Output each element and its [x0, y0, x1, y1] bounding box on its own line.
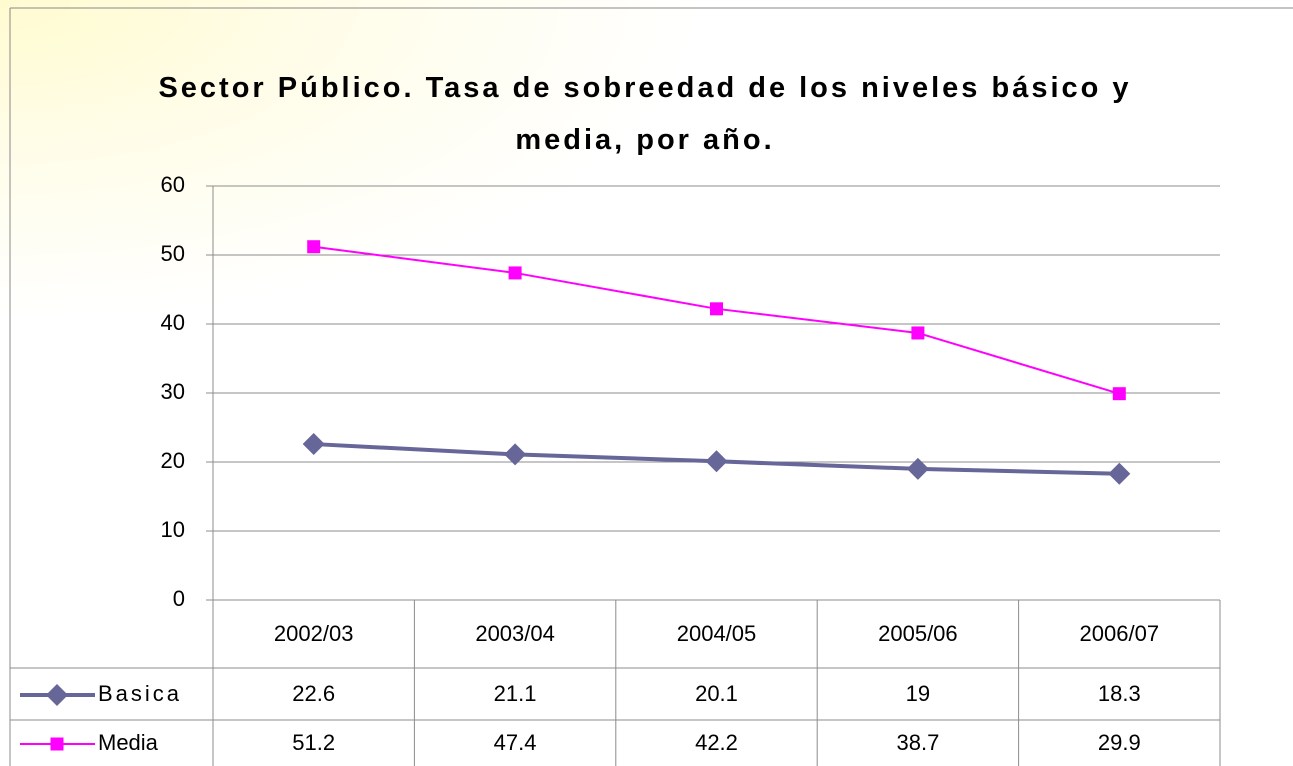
- data-point: [1112, 387, 1126, 401]
- table-value: 21.1: [494, 681, 537, 706]
- legend-marker: [46, 684, 68, 706]
- table-value: 47.4: [494, 730, 537, 755]
- x-tick-label: 2002/03: [274, 621, 354, 646]
- table-value: 38.7: [896, 730, 939, 755]
- data-point: [302, 433, 325, 456]
- table-value: 42.2: [695, 730, 738, 755]
- x-tick-label: 2003/04: [475, 621, 555, 646]
- table-value: 20.1: [695, 681, 738, 706]
- y-tick-label: 60: [161, 172, 185, 197]
- y-tick-label: 50: [161, 241, 185, 266]
- legend-label: Basica: [98, 681, 182, 706]
- data-point: [705, 450, 728, 473]
- table-value: 22.6: [292, 681, 335, 706]
- y-tick-label: 20: [161, 448, 185, 473]
- series-line: [313, 245, 1120, 395]
- x-tick-label: 2006/07: [1080, 621, 1160, 646]
- data-point: [710, 302, 723, 316]
- x-tick-label: 2005/06: [878, 621, 958, 646]
- table-value: 19: [906, 681, 930, 706]
- y-tick-label: 10: [161, 517, 185, 542]
- table-value: 29.9: [1098, 730, 1141, 755]
- table-value: 18.3: [1098, 681, 1141, 706]
- y-tick-label: 0: [173, 586, 185, 611]
- data-point: [504, 443, 527, 466]
- data-point: [911, 326, 925, 340]
- chart-title: Sector Público. Tasa de sobreedad de los…: [158, 72, 1132, 156]
- legend-marker: [50, 737, 64, 751]
- table-value: 51.2: [292, 730, 335, 755]
- y-tick-label: 40: [161, 310, 185, 335]
- legend-label: Media: [98, 730, 159, 755]
- x-tick-label: 2004/05: [677, 621, 757, 646]
- y-tick-label: 30: [161, 379, 185, 404]
- data-point: [307, 240, 321, 254]
- data-point: [1108, 462, 1131, 485]
- data-point: [508, 266, 522, 280]
- data-point: [906, 457, 929, 480]
